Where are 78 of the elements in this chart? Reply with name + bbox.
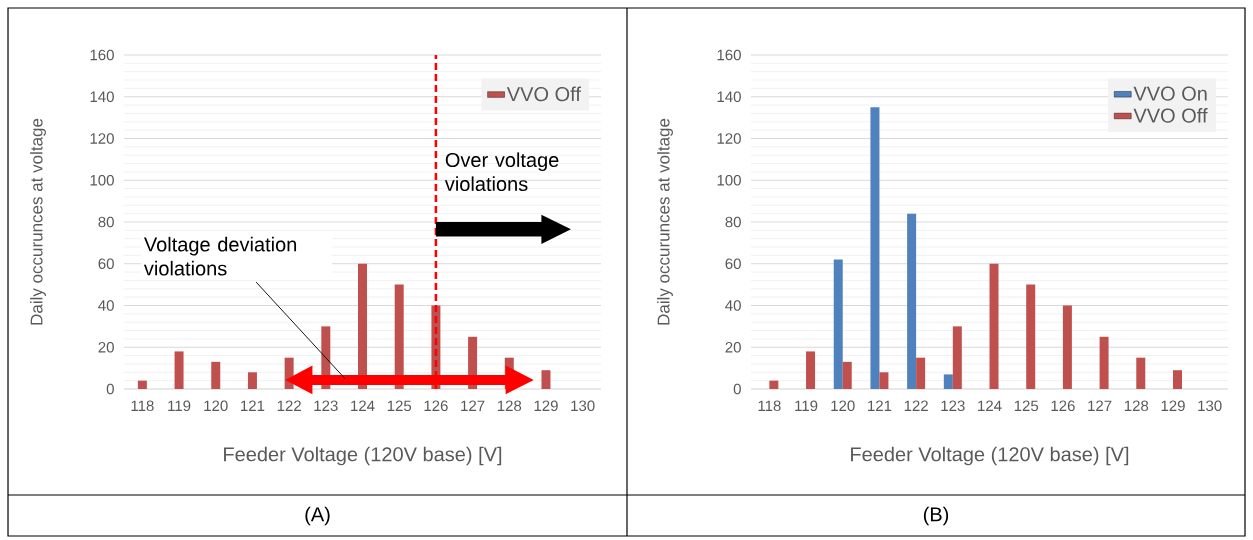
x-tick-label: 119 (168, 400, 191, 412)
legend-label: VVO Off (1133, 108, 1208, 123)
x-tick-label: 127 (461, 400, 485, 411)
x-tick-label: 120 (831, 400, 855, 412)
x-tick-label: 128 (1124, 400, 1149, 412)
bar (1136, 357, 1146, 389)
y-axis-title: Daily occurunces at voltage (657, 118, 673, 325)
x-tick-label: 127 (1088, 400, 1112, 411)
annotation: Over voltage violations (444, 152, 559, 192)
x-tick-label: 122 (904, 400, 928, 411)
x-tick-label: 129 (534, 400, 558, 412)
x-tick-label: 118 (131, 400, 154, 412)
y-tick-label: 100 (90, 174, 114, 186)
x-tick-label: 130 (571, 400, 595, 412)
y-axis-title: Daily occurunces at voltage (30, 118, 46, 325)
bar (1026, 284, 1036, 389)
bar (174, 351, 184, 389)
bar (394, 284, 404, 389)
x-tick-label: 120 (204, 400, 228, 412)
y-tick-label: 20 (725, 341, 741, 353)
x-tick-label: 124 (978, 400, 1002, 411)
bar (806, 351, 816, 389)
x-axis-title: Feeder Voltage (120V base) [V] (224, 446, 502, 466)
bar (1172, 370, 1182, 389)
x-tick-label: 119 (795, 400, 818, 412)
x-tick-label: 126 (1051, 400, 1075, 412)
y-tick-label: 120 (717, 133, 741, 144)
y-tick-label: 80 (98, 216, 114, 228)
bar (916, 357, 926, 389)
x-tick-label: 126 (424, 400, 448, 412)
x-tick-label: 121 (868, 400, 892, 411)
bar (943, 374, 953, 389)
bar (541, 370, 551, 389)
x-tick-label: 121 (241, 400, 265, 411)
x-tick-label: 123 (314, 400, 338, 412)
bar (879, 372, 889, 389)
bar (358, 263, 368, 389)
bar (952, 326, 962, 389)
y-tick-label: 140 (717, 91, 741, 103)
x-tick-label: 122 (277, 400, 301, 411)
text: (A) (305, 506, 330, 526)
y-tick-label: 160 (717, 49, 741, 61)
y-tick-label: 100 (717, 174, 741, 186)
bar (842, 361, 852, 389)
bar (211, 361, 221, 389)
legend-label: VVO On (1133, 86, 1207, 101)
x-tick-label: 118 (758, 400, 781, 412)
y-tick-label: 0 (733, 383, 741, 395)
y-tick-label: 40 (725, 300, 741, 311)
y-tick-label: 120 (90, 133, 114, 144)
bar (907, 213, 917, 389)
x-tick-label: 125 (1014, 400, 1039, 412)
y-tick-label: 0 (106, 383, 114, 395)
y-tick-label: 160 (90, 49, 114, 61)
x-tick-label: 123 (941, 400, 965, 412)
y-tick-label: 40 (98, 300, 114, 311)
bar (989, 263, 999, 389)
y-tick-label: 140 (90, 91, 114, 103)
y-tick-label: 60 (98, 258, 114, 270)
text: (B) (923, 506, 949, 526)
annotation: Voltage deviation violations (143, 236, 297, 276)
bar (833, 259, 843, 389)
bar (137, 380, 147, 389)
x-tick-label: 129 (1161, 400, 1185, 412)
y-tick-label: 20 (98, 341, 114, 353)
bar (1062, 305, 1072, 389)
x-tick-label: 130 (1198, 400, 1222, 412)
x-tick-label: 128 (497, 400, 522, 412)
x-tick-label: 124 (351, 400, 375, 411)
bar (247, 372, 257, 389)
x-tick-label: 125 (387, 400, 412, 412)
y-tick-label: 80 (725, 216, 741, 228)
y-tick-label: 60 (725, 258, 741, 270)
bar (870, 107, 880, 389)
x-axis-title: Feeder Voltage (120V base) [V] (851, 446, 1129, 466)
bar (1099, 336, 1109, 389)
bar (769, 380, 779, 389)
legend-label: VVO Off (506, 86, 581, 102)
